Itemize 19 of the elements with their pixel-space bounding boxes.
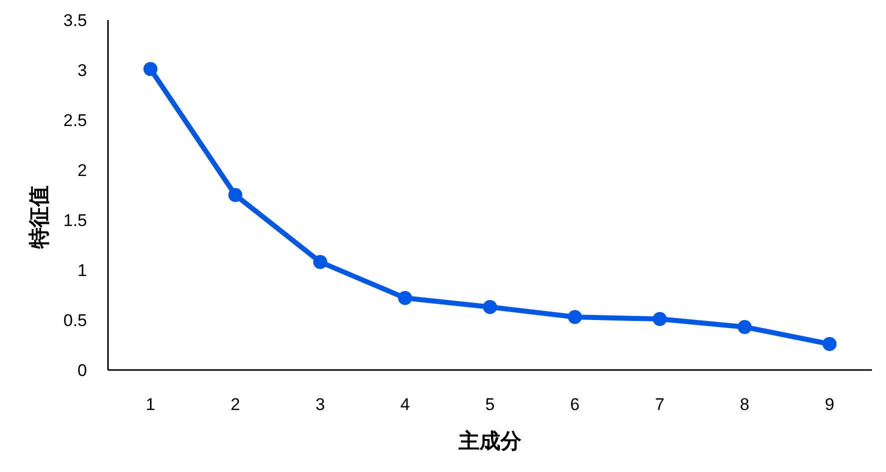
y-tick-label: 3.5 bbox=[63, 11, 87, 30]
x-tick-label: 2 bbox=[230, 395, 240, 414]
y-tick-label: 3 bbox=[78, 61, 87, 80]
x-tick-label: 4 bbox=[400, 395, 410, 414]
x-axis-title: 主成分 bbox=[458, 430, 522, 453]
x-tick-label: 6 bbox=[570, 395, 580, 414]
x-tick-label: 5 bbox=[485, 395, 495, 414]
y-tick-label: 1 bbox=[78, 261, 87, 280]
y-tick-label: 2 bbox=[78, 161, 87, 180]
x-tick-label: 9 bbox=[824, 395, 834, 414]
x-tick-label: 1 bbox=[146, 395, 156, 414]
x-tick-label: 7 bbox=[655, 395, 664, 414]
y-axis-title: 特征值 bbox=[28, 186, 51, 248]
y-tick-label: 0 bbox=[78, 361, 87, 380]
y-tick-label: 1.5 bbox=[63, 211, 87, 230]
x-tick-label: 8 bbox=[740, 395, 750, 414]
x-tick-label: 3 bbox=[316, 395, 325, 414]
y-tick-label: 0.5 bbox=[63, 311, 87, 330]
y-tick-label: 2.5 bbox=[63, 111, 87, 130]
